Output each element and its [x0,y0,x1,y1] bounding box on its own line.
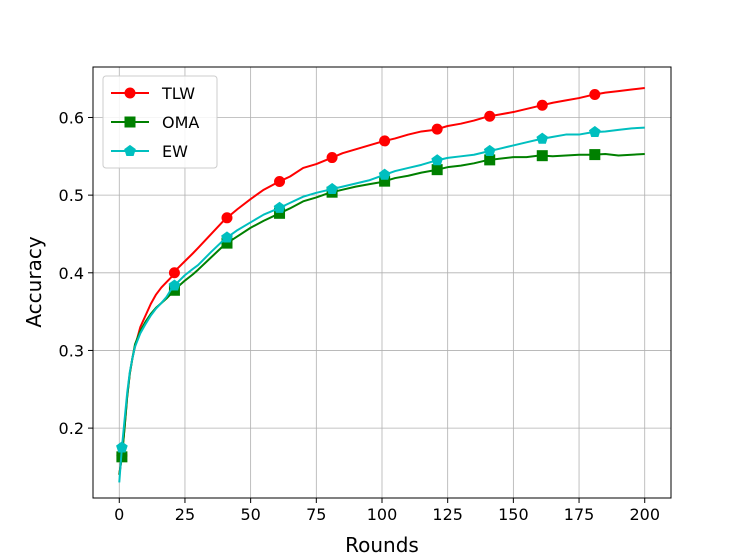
data-point-ew [273,201,286,213]
series-tlw [116,86,645,475]
data-point-tlw [379,135,391,147]
data-point-ew [483,144,496,156]
data-point-ew [168,279,181,291]
series-ew [116,125,645,483]
x-tick-label: 75 [306,505,326,524]
x-tick-label: 200 [629,505,660,524]
data-point-tlw [221,212,233,224]
legend: TLW OMA EW [102,75,218,169]
legend-label-tlw: TLW [161,84,195,103]
y-tick-label: 0.5 [59,186,84,205]
data-point-ew [221,231,233,243]
y-tick-label: 0.2 [59,419,84,438]
data-point-ew [378,168,391,180]
series-lines [116,86,645,483]
legend-marker-tlw [124,87,136,99]
x-axis-label: Rounds [345,533,419,557]
y-axis-label: Accuracy [22,236,46,327]
y-tick-label: 0.3 [59,341,84,360]
data-point-tlw [484,110,496,122]
x-tick-label: 150 [498,505,529,524]
legend-entry-oma: OMA [111,113,199,132]
data-point-oma [536,150,548,162]
x-tick-label: 0 [114,505,124,524]
x-tick-label: 100 [367,505,398,524]
grid-lines [93,67,671,498]
data-point-tlw [589,88,601,100]
data-point-tlw [274,175,286,187]
data-point-ew [431,154,443,166]
x-tick-label: 125 [432,505,463,524]
x-tick-label: 25 [175,505,195,524]
legend-entry-tlw: TLW [111,84,195,103]
x-tick-label: 50 [240,505,260,524]
data-point-tlw [326,152,338,164]
series-line-ew [118,126,645,483]
data-point-tlw [431,123,443,135]
legend-label-ew: EW [162,142,188,161]
data-point-oma [589,149,601,161]
data-point-ew [326,182,338,195]
legend-box [102,75,218,169]
legend-label-oma: OMA [162,113,199,132]
legend-marker-ew [124,144,136,156]
legend-entry-ew: EW [111,142,188,161]
axis-ticks: 0 25 50 75 100 125 150 175 200 0.2 0.3 0.4 0.5 0.6 [59,108,660,524]
data-point-oma [431,164,443,176]
x-tick-label: 175 [564,505,595,524]
data-point-oma [484,154,496,166]
series-line-oma [118,152,645,475]
data-point-ew [588,125,601,138]
data-point-tlw [168,267,180,279]
data-point-ew [116,441,128,453]
legend-marker-oma [124,116,136,128]
data-point-ew [536,132,549,144]
series-line-tlw [118,86,645,475]
data-point-tlw [536,99,548,111]
y-tick-label: 0.4 [59,264,84,283]
y-tick-label: 0.6 [59,108,84,127]
